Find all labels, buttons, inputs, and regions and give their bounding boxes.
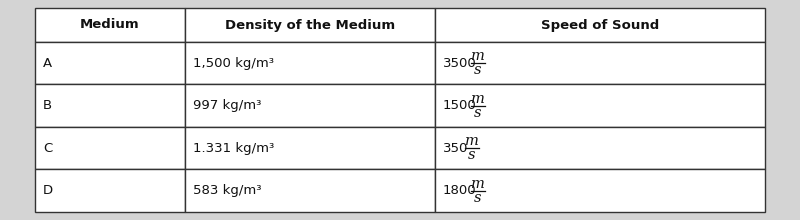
Text: C: C <box>43 142 52 155</box>
Bar <box>435 169 765 212</box>
Text: 1500: 1500 <box>443 99 477 112</box>
Text: Density of the Medium: Density of the Medium <box>225 18 395 31</box>
Text: 997 kg/m³: 997 kg/m³ <box>193 99 262 112</box>
Bar <box>185 8 435 42</box>
Bar <box>185 127 435 169</box>
Bar <box>435 8 765 42</box>
Bar <box>35 42 185 84</box>
Text: B: B <box>43 99 52 112</box>
Text: m: m <box>471 49 485 63</box>
Bar <box>185 169 435 212</box>
Text: m: m <box>471 177 485 191</box>
Bar <box>35 127 185 169</box>
Text: 583 kg/m³: 583 kg/m³ <box>193 184 262 197</box>
Text: D: D <box>43 184 53 197</box>
Bar <box>35 169 185 212</box>
Text: s: s <box>474 191 482 205</box>
Text: A: A <box>43 57 52 70</box>
Text: Medium: Medium <box>80 18 140 31</box>
Text: 350: 350 <box>443 142 468 155</box>
Bar <box>435 127 765 169</box>
Text: s: s <box>474 63 482 77</box>
Bar <box>185 42 435 84</box>
Text: Speed of Sound: Speed of Sound <box>541 18 659 31</box>
Bar <box>185 84 435 127</box>
Bar <box>35 8 185 42</box>
Text: 1.331 kg/m³: 1.331 kg/m³ <box>193 142 274 155</box>
Text: m: m <box>465 134 478 148</box>
Bar <box>35 84 185 127</box>
Text: 3500: 3500 <box>443 57 477 70</box>
Text: s: s <box>474 106 482 120</box>
Text: 1800: 1800 <box>443 184 477 197</box>
Text: 1,500 kg/m³: 1,500 kg/m³ <box>193 57 274 70</box>
Text: s: s <box>468 148 475 162</box>
Bar <box>435 42 765 84</box>
Text: m: m <box>471 92 485 106</box>
Bar <box>435 84 765 127</box>
